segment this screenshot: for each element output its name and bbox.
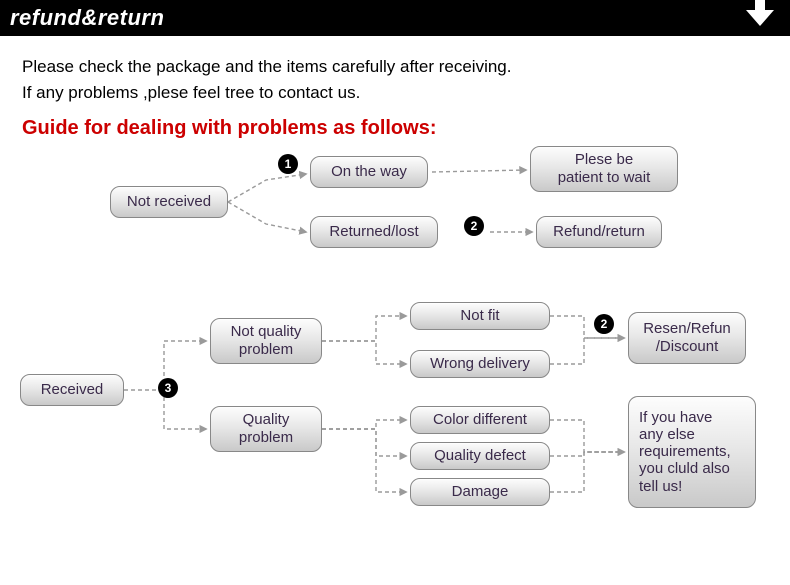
flow-edge [322, 316, 406, 341]
flow-node-resend: Resen/Refun/Discount [628, 312, 746, 364]
intro-text: Please check the package and the items c… [0, 36, 790, 113]
flow-node-color: Color different [410, 406, 550, 434]
flow-edge [322, 420, 406, 429]
flow-node-else: If you haveany elserequirements,you clul… [628, 396, 756, 508]
flow-edge [550, 420, 624, 452]
flow-badge: 2 [594, 314, 614, 334]
down-arrow-icon [746, 10, 774, 26]
flow-badge: 2 [464, 216, 484, 236]
flow-edge [228, 202, 306, 232]
flow-node-on_the_way: On the way [310, 156, 428, 188]
header-title: refund&return [10, 5, 164, 31]
flow-node-quality: Qualityproblem [210, 406, 322, 452]
flow-edge [228, 174, 306, 202]
flow-node-received: Received [20, 374, 124, 406]
flow-node-patient: Plese bepatient to wait [530, 146, 678, 192]
flow-node-not_fit: Not fit [410, 302, 550, 330]
flow-edge [322, 429, 406, 456]
guide-title: Guide for dealing with problems as follo… [0, 113, 790, 140]
header-bar: refund&return [0, 0, 790, 36]
flow-edge [322, 429, 406, 492]
intro-line-2: If any problems ,plese feel tree to cont… [22, 80, 768, 106]
flowchart-canvas: Not received On the way Plese bepatient to… [0, 140, 790, 570]
flow-badge: 1 [278, 154, 298, 174]
flow-badge: 3 [158, 378, 178, 398]
flow-edge [550, 338, 624, 364]
flow-node-returned: Returned/lost [310, 216, 438, 248]
flow-node-damage: Damage [410, 478, 550, 506]
flow-node-not_quality: Not qualityproblem [210, 318, 322, 364]
flow-node-wrong: Wrong delivery [410, 350, 550, 378]
flow-node-not_received: Not received [110, 186, 228, 218]
flow-node-defect: Quality defect [410, 442, 550, 470]
flow-node-refund: Refund/return [536, 216, 662, 248]
flow-edge [550, 452, 624, 492]
flow-edge [432, 170, 526, 172]
intro-line-1: Please check the package and the items c… [22, 54, 768, 80]
flow-edge [322, 341, 406, 364]
flow-edge [550, 452, 624, 456]
